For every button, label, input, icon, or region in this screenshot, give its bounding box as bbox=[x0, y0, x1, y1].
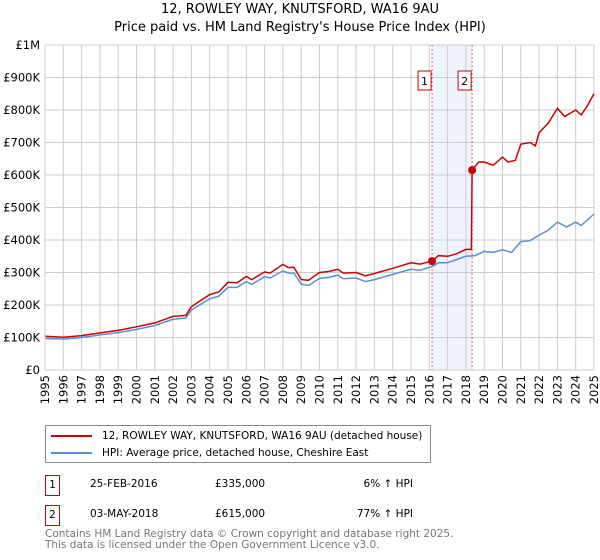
chart-subtitle: Price paid vs. HM Land Registry's House … bbox=[114, 20, 486, 35]
y-tick-label: £800K bbox=[3, 103, 40, 117]
legend-label-property: 12, ROWLEY WAY, KNUTSFORD, WA16 9AU (det… bbox=[102, 430, 423, 442]
legend-label-hpi: HPI: Average price, detached house, Ches… bbox=[102, 447, 369, 459]
legend-swatch-hpi bbox=[51, 452, 92, 454]
x-tick-label: 2002 bbox=[166, 375, 180, 404]
sale-label-box-1 bbox=[417, 70, 432, 91]
x-tick-label: 2017 bbox=[441, 375, 455, 404]
y-tick-label: £600K bbox=[3, 168, 40, 182]
sale-date: 03-MAY-2018 bbox=[90, 508, 159, 520]
footer-copyright: Contains HM Land Registry data © Crown c… bbox=[45, 528, 454, 540]
y-tick-label: £700K bbox=[3, 136, 40, 150]
y-tick-label: £200K bbox=[3, 298, 40, 312]
sale-label-box-2 bbox=[457, 70, 472, 91]
x-tick-label: 2024 bbox=[569, 375, 583, 404]
sale-label-2: 2 bbox=[461, 75, 468, 88]
y-tick-label: £500K bbox=[3, 201, 40, 215]
legend: 12, ROWLEY WAY, KNUTSFORD, WA16 9AU (det… bbox=[45, 425, 431, 463]
sale-price: £615,000 bbox=[215, 508, 266, 520]
x-tick-label: 2013 bbox=[367, 375, 381, 404]
y-tick-label: £100K bbox=[3, 331, 40, 345]
y-tick-label: £1M bbox=[15, 38, 40, 52]
x-tick-label: 2000 bbox=[130, 375, 144, 404]
footer-licence: This data is licensed under the Open Gov… bbox=[45, 539, 380, 551]
x-tick-label: 2014 bbox=[386, 375, 400, 404]
x-tick-label: 2018 bbox=[459, 375, 473, 404]
sale-point-2 bbox=[468, 166, 477, 175]
x-tick-label: 2025 bbox=[587, 375, 600, 404]
y-tick-label: £900K bbox=[3, 71, 40, 85]
x-tick-label: 1999 bbox=[111, 375, 125, 404]
y-tick-label: £400K bbox=[3, 233, 40, 247]
x-tick-label: 2019 bbox=[477, 375, 491, 404]
x-tick-label: 2007 bbox=[258, 375, 272, 404]
x-tick-label: 1997 bbox=[75, 375, 89, 404]
legend-swatch-property bbox=[51, 435, 92, 437]
series-line-property bbox=[44, 93, 595, 338]
x-tick-label: 2003 bbox=[184, 375, 198, 404]
x-tick-label: 1995 bbox=[38, 375, 52, 404]
price-chart: £0 £100K £200K £300K £400K £500K £600K £700K £80… bbox=[3, 38, 600, 404]
series-line-hpi bbox=[44, 213, 595, 340]
x-tick-label: 2012 bbox=[349, 375, 363, 404]
y-tick-label: £300K bbox=[3, 266, 40, 280]
x-tick-label: 2016 bbox=[422, 375, 436, 404]
footer: Contains HM Land Registry data © Crown c… bbox=[45, 529, 453, 551]
x-tick-label: 2005 bbox=[221, 375, 235, 404]
x-tick-label: 2015 bbox=[404, 375, 418, 404]
sale-marker-1: 1 bbox=[45, 475, 60, 496]
x-tick-label: 2023 bbox=[550, 375, 564, 404]
legend-item-hpi: HPI: Average price, detached house, Ches… bbox=[51, 445, 368, 461]
x-tick-label: 2010 bbox=[313, 375, 327, 404]
x-tick-label: 2021 bbox=[514, 375, 528, 404]
x-tick-label: 2020 bbox=[496, 375, 510, 404]
x-tick-label: 2004 bbox=[203, 375, 217, 404]
x-tick-label: 2008 bbox=[276, 375, 290, 404]
sale-price: £335,000 bbox=[215, 478, 266, 490]
sale-date: 25-FEB-2016 bbox=[90, 478, 158, 490]
sale-marker-2: 2 bbox=[45, 505, 60, 526]
chart-title: 12, ROWLEY WAY, KNUTSFORD, WA16 9AU bbox=[160, 2, 440, 17]
x-tick-label: 2009 bbox=[294, 375, 308, 404]
y-tick-label: £0 bbox=[25, 363, 40, 377]
x-tick-label: 2022 bbox=[532, 375, 546, 404]
x-tick-label: 2006 bbox=[239, 375, 253, 404]
sale-label-1: 1 bbox=[421, 75, 428, 88]
x-tick-label: 2001 bbox=[148, 375, 162, 404]
x-tick-label: 2011 bbox=[331, 375, 345, 404]
sale-hpi-diff: 77% ↑ HPI bbox=[356, 508, 413, 520]
x-tick-label: 1998 bbox=[93, 375, 107, 404]
sale-point-1 bbox=[428, 257, 437, 266]
legend-item-property: 12, ROWLEY WAY, KNUTSFORD, WA16 9AU (det… bbox=[51, 428, 422, 444]
sale-hpi-diff: 6% ↑ HPI bbox=[363, 478, 413, 490]
x-tick-label: 1996 bbox=[56, 375, 70, 404]
